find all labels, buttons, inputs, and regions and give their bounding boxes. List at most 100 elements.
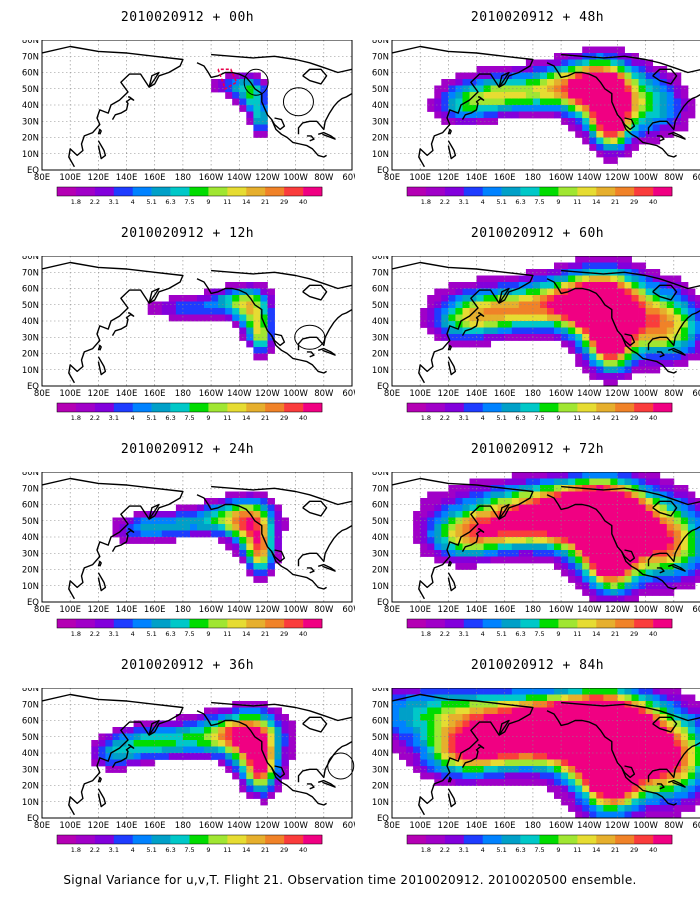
colorbar-label: 3.1 xyxy=(459,198,469,206)
field-cell xyxy=(511,282,520,289)
field-cell xyxy=(260,746,268,754)
field-cell xyxy=(645,537,654,544)
field-cell xyxy=(547,759,555,767)
field-cell xyxy=(666,334,675,341)
field-cell xyxy=(420,537,428,544)
field-cell xyxy=(434,327,442,335)
coastlines xyxy=(42,45,352,168)
field-cell xyxy=(645,714,654,721)
longitude-label: 140W xyxy=(577,389,602,399)
field-cell xyxy=(554,511,562,518)
longitude-label: 140W xyxy=(227,821,252,831)
field-cell xyxy=(603,124,611,132)
field-cell xyxy=(119,746,127,754)
field-cell xyxy=(582,537,590,544)
panel-title: 2010020912 + 60h xyxy=(470,226,605,241)
field-cell xyxy=(274,753,282,760)
colorbar-label: 40 xyxy=(649,198,657,206)
field-cell xyxy=(476,308,484,315)
field-cell xyxy=(589,753,597,760)
field-cell xyxy=(532,327,541,335)
field-cell xyxy=(232,72,240,80)
field-cell xyxy=(168,295,177,302)
field-cell xyxy=(532,288,541,296)
field-cell xyxy=(631,347,639,354)
field-cell xyxy=(434,334,442,341)
field-cell xyxy=(274,511,282,518)
field-cell xyxy=(638,517,647,525)
field-cell xyxy=(582,111,590,119)
field-cell xyxy=(525,288,534,296)
field-cell xyxy=(455,79,463,86)
field-cell xyxy=(659,556,668,564)
field-cell xyxy=(568,701,576,708)
colorbar-label: 40 xyxy=(649,414,657,422)
field-cell xyxy=(617,504,625,512)
field-cell xyxy=(652,707,661,715)
field-cell xyxy=(624,707,632,715)
field-cell xyxy=(652,472,661,479)
latitude-label: 70N xyxy=(372,484,389,494)
field-cell xyxy=(673,537,682,544)
field-cell xyxy=(631,759,639,767)
field-cell xyxy=(610,556,618,564)
field-cell xyxy=(232,707,240,715)
field-cell xyxy=(631,321,639,328)
field-cell xyxy=(161,537,170,544)
field-cell xyxy=(554,530,562,538)
field-cell xyxy=(596,347,604,354)
field-cell xyxy=(652,589,661,596)
longitude-label: 60W xyxy=(342,605,355,615)
field-cell xyxy=(582,288,590,296)
field-cell xyxy=(518,275,527,283)
field-cell xyxy=(455,92,463,99)
field-cell xyxy=(225,530,233,538)
field-cell xyxy=(469,340,477,348)
field-cell xyxy=(225,707,233,715)
field-cell xyxy=(225,308,233,315)
target-circle xyxy=(243,68,269,96)
field-cell xyxy=(392,694,400,702)
field-cell xyxy=(267,785,275,793)
field-cell xyxy=(497,66,506,73)
field-cell xyxy=(260,707,268,715)
field-cell xyxy=(596,498,604,505)
field-cell xyxy=(645,688,654,695)
field-cell xyxy=(680,772,689,780)
field-cell xyxy=(547,688,555,695)
field-cell xyxy=(190,746,198,754)
field-cell xyxy=(462,79,470,86)
field-cell xyxy=(561,694,569,702)
field-cell xyxy=(182,524,191,531)
field-cell xyxy=(575,766,583,773)
field-cell xyxy=(589,556,597,564)
field-cell xyxy=(518,314,527,322)
field-cell xyxy=(267,537,275,544)
field-cell xyxy=(497,688,506,695)
colorbar-swatch xyxy=(501,403,521,412)
latitude-label: EQ xyxy=(27,814,39,824)
field-cell xyxy=(540,491,548,499)
longitude-label: 180 xyxy=(525,389,541,399)
colorbar-swatch xyxy=(501,835,521,844)
longitude-label: 120W xyxy=(255,173,280,183)
field-cell xyxy=(161,524,170,531)
map-frame xyxy=(41,472,353,603)
colorbar-swatch xyxy=(246,187,266,196)
field-cell xyxy=(638,563,647,570)
field-cell xyxy=(462,753,470,760)
field-cell xyxy=(652,92,661,99)
field-cell xyxy=(547,498,555,505)
field-cell xyxy=(645,308,654,315)
field-cell xyxy=(547,694,555,702)
field-cell xyxy=(659,589,668,596)
field-cell xyxy=(462,701,470,708)
field-cell xyxy=(434,556,442,564)
field-cell xyxy=(673,353,682,361)
field-cell xyxy=(232,301,240,309)
field-cell xyxy=(455,511,463,518)
field-cell xyxy=(554,792,562,799)
field-cell xyxy=(204,733,212,741)
field-cell xyxy=(225,491,233,499)
field-cell xyxy=(582,582,590,590)
